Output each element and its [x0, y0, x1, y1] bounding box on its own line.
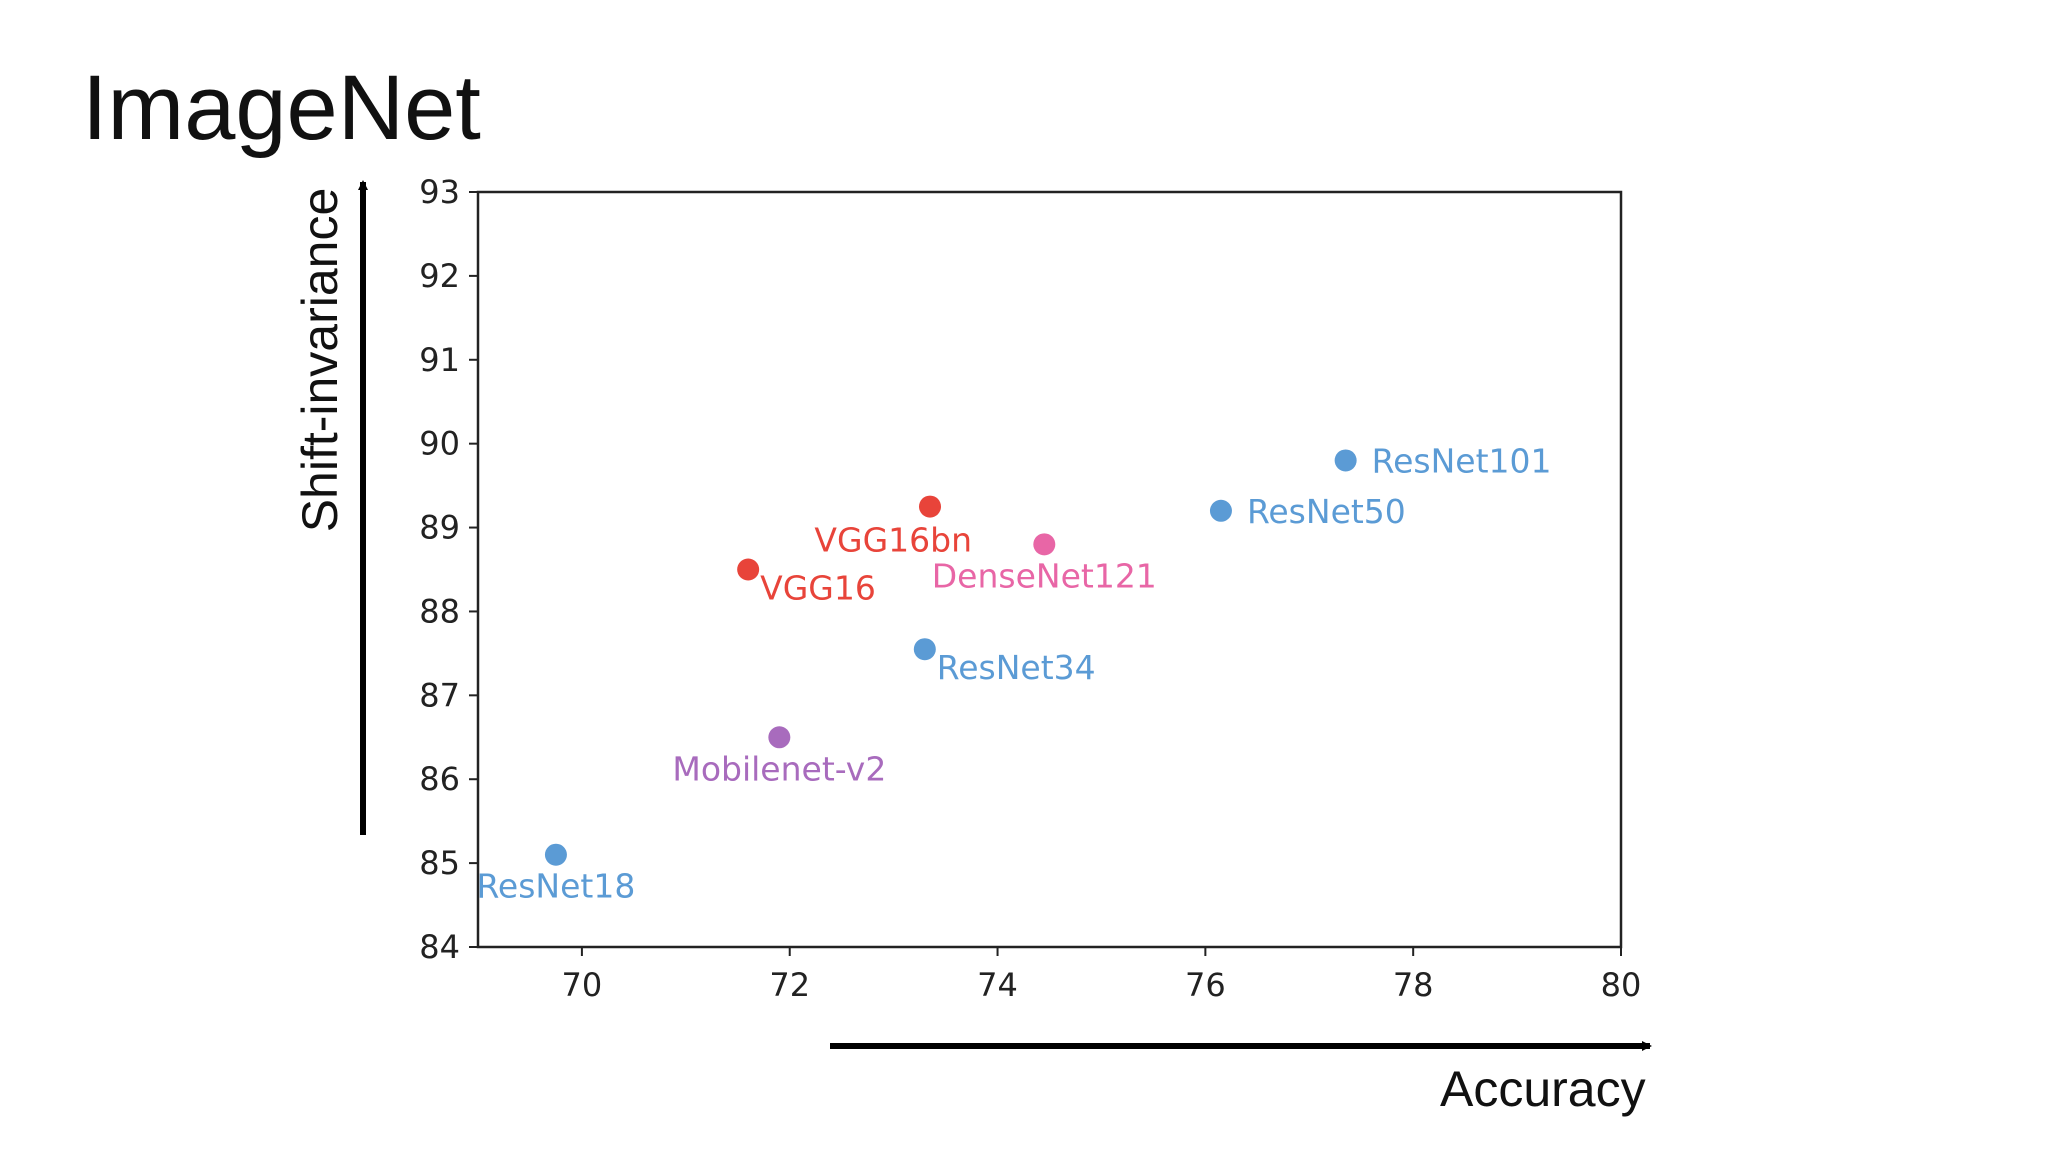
- data-point: ResNet101: [1334, 441, 1552, 480]
- point-marker: [768, 726, 791, 749]
- y-tick-label: 91: [419, 341, 460, 379]
- y-tick: 86: [419, 760, 478, 798]
- point-marker: [919, 495, 942, 518]
- y-tick: 91: [419, 341, 478, 379]
- y-tick-label: 88: [419, 592, 460, 630]
- x-tick: 76: [1185, 947, 1226, 1004]
- x-ticks: 70 72 74 76 78 80: [562, 947, 1642, 1004]
- point-marker: [1334, 449, 1357, 472]
- x-tick-label: 74: [977, 966, 1018, 1004]
- point-label: VGG16bn: [814, 521, 972, 560]
- data-point: ResNet18: [476, 843, 635, 906]
- y-tick-label: 92: [419, 257, 460, 295]
- page-title: ImageNet: [82, 57, 481, 159]
- x-tick-label: 80: [1601, 966, 1642, 1004]
- data-point: VGG16: [737, 558, 876, 608]
- x-tick-label: 70: [562, 966, 603, 1004]
- y-tick-label: 90: [419, 425, 460, 463]
- x-tick: 72: [769, 947, 810, 1004]
- y-tick: 90: [419, 425, 478, 463]
- point-marker: [1209, 499, 1232, 522]
- x-tick-label: 72: [769, 966, 810, 1004]
- point-label: ResNet34: [937, 648, 1096, 687]
- y-tick-label: 89: [419, 509, 460, 547]
- y-tick: 85: [419, 844, 478, 882]
- data-point: ResNet34: [913, 638, 1096, 687]
- y-tick: 88: [419, 592, 478, 630]
- point-label: VGG16: [760, 569, 876, 608]
- point-label: ResNet18: [476, 867, 635, 906]
- data-point: DenseNet121: [932, 533, 1157, 595]
- x-tick: 74: [977, 947, 1018, 1004]
- point-label: Mobilenet-v2: [672, 749, 886, 788]
- data-points: ResNet18 VGG16 VGG16bn Mobilenet-v2 ResNet34…: [476, 441, 1551, 905]
- y-tick-label: 85: [419, 844, 460, 882]
- x-tick: 78: [1393, 947, 1434, 1004]
- x-axis-label: Accuracy: [1440, 1061, 1646, 1117]
- point-marker: [913, 638, 936, 661]
- y-tick-label: 86: [419, 760, 460, 798]
- x-tick: 80: [1601, 947, 1642, 1004]
- point-marker: [737, 558, 760, 581]
- point-marker: [544, 843, 567, 866]
- y-tick-label: 87: [419, 676, 460, 714]
- point-label: ResNet101: [1372, 441, 1552, 480]
- data-point: ResNet50: [1209, 492, 1406, 531]
- y-ticks: 84 85 86 87 88 89 90 91 92 93: [419, 173, 478, 966]
- y-tick: 84: [419, 928, 478, 966]
- y-tick: 87: [419, 676, 478, 714]
- y-tick: 93: [419, 173, 478, 211]
- data-point: Mobilenet-v2: [672, 726, 886, 788]
- y-tick: 92: [419, 257, 478, 295]
- point-marker: [1033, 533, 1056, 556]
- x-tick-label: 78: [1393, 966, 1434, 1004]
- plot-frame: [476, 190, 1623, 949]
- x-tick-label: 76: [1185, 966, 1226, 1004]
- point-label: DenseNet121: [932, 556, 1157, 595]
- data-point: VGG16bn: [814, 495, 972, 560]
- x-tick: 70: [562, 947, 603, 1004]
- y-tick-label: 84: [419, 928, 460, 966]
- y-tick: 89: [419, 509, 478, 547]
- point-label: ResNet50: [1247, 492, 1406, 531]
- y-tick-label: 93: [419, 173, 460, 211]
